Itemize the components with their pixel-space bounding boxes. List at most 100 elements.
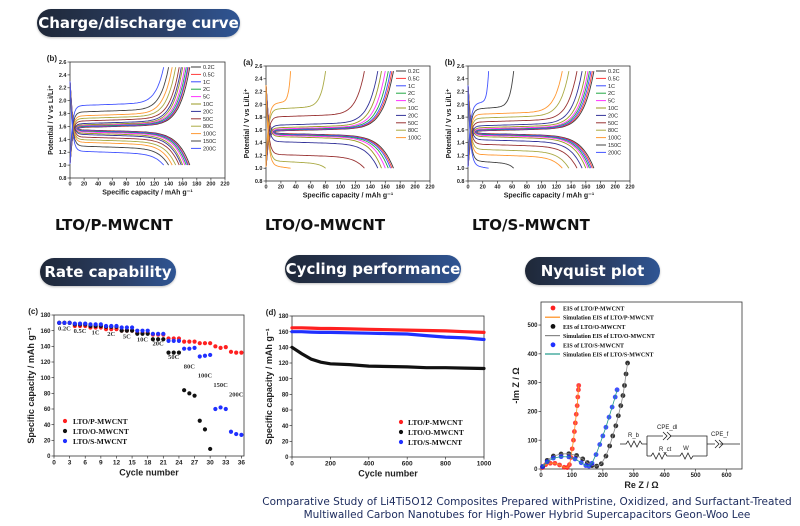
x-tick-label: 100	[537, 185, 546, 191]
y-tick-label: 2.6	[457, 64, 465, 70]
legend-label: 150C	[203, 139, 216, 145]
charge-curve-5C	[467, 71, 589, 167]
legend-label: 20C	[608, 113, 618, 119]
header-cycling-performance: Cycling performance	[285, 255, 461, 283]
circuit-label-R_b: R_b	[628, 433, 640, 439]
plot-frame	[467, 65, 631, 182]
x-axis-label: Cycle number	[358, 469, 418, 479]
discharge-curve-80C	[69, 81, 177, 166]
panel-label: (a)	[243, 58, 253, 67]
x-tick-label: 200	[325, 461, 336, 468]
rate-point-LTO/S-MWCNT	[218, 405, 223, 410]
circuit-wires-icon	[646, 435, 740, 456]
charge-curve-20C	[265, 71, 379, 167]
chart-0: 0 20 40 60 80 100 120 140 160 180 200 220 0.8 1.0 1.2 1…	[47, 54, 230, 197]
x-tick-label: 21	[160, 460, 168, 467]
x-tick-label: 12	[113, 460, 121, 467]
rate-point-LTO/P-MWCNT	[213, 344, 218, 349]
y-tick-label: 1.6	[255, 128, 263, 134]
charge-curve-5C	[265, 71, 386, 167]
y-tick-label: 40	[44, 423, 51, 429]
rate-point-LTO/S-MWCNT	[166, 338, 171, 343]
discharge-curve-50C	[69, 81, 180, 166]
y-tick-label: 200	[527, 410, 538, 416]
y-tick-label: 400	[527, 352, 538, 358]
x-tick-label: 20	[81, 182, 87, 188]
legend-label: 100C	[408, 136, 421, 142]
x-tick-label: 30	[207, 460, 215, 467]
rate-point-LTO/S-MWCNT	[171, 338, 176, 343]
legend-label: 20C	[408, 113, 418, 119]
y-tick-label: 160	[278, 330, 289, 336]
rate-point-LTO/S-MWCNT	[83, 321, 88, 326]
rate-point-LTO/S-MWCNT	[161, 331, 166, 336]
rate-point-LTO/S-MWCNT	[145, 328, 150, 333]
x-tick-label: 24	[175, 460, 183, 467]
legend-label: 0.5C	[608, 76, 620, 82]
x-axis-label: Specific capacity / mAh g⁻¹	[504, 193, 595, 200]
sample-label-o-mwcnt: LTO/O-MWCNT	[265, 216, 386, 234]
x-axis-label: Cycle number	[119, 468, 179, 478]
discharge-curve-200C	[69, 81, 165, 166]
sample-label-s-mwcnt: LTO/S-MWCNT	[472, 216, 590, 234]
header-nyquist-plot: Nyquist plot	[525, 257, 660, 285]
legend-marker-LTO/S-MWCNT	[62, 438, 68, 444]
discharge-curve-80C	[265, 85, 326, 169]
rate-point-LTO/S-MWCNT	[62, 320, 67, 325]
header-charge-discharge-curve: Charge/discharge curve	[37, 9, 240, 37]
rate-point-LTO/S-MWCNT	[98, 322, 103, 327]
rate-label: 100C	[198, 373, 213, 380]
legend-label: LTO/O-MWCNT	[73, 427, 129, 436]
rate-point-LTO/S-MWCNT	[213, 406, 218, 412]
fit-line-Simulation EIS of LTO/P-MWCNT	[542, 385, 580, 469]
x-tick-label: 18	[144, 460, 152, 467]
x-tick-label: 9	[99, 460, 103, 467]
fit-line-Simulation EIS of LTO/S-MWCNT	[542, 389, 618, 467]
rate-point-LTO/S-MWCNT	[234, 431, 239, 437]
y-tick-label: 2.0	[457, 102, 465, 108]
y-tick-label: 1.8	[255, 115, 263, 121]
circuit-label-R_ct: R_ct	[659, 447, 672, 453]
x-tick-label: 600	[402, 461, 413, 468]
cycling-line-LTO/P-MWCNT	[290, 326, 486, 334]
rate-label: 5C	[123, 334, 131, 341]
charge-curve-5C	[69, 67, 186, 164]
discharge-curve-20C	[265, 85, 379, 169]
rate-point-LTO/S-MWCNT	[57, 320, 62, 325]
discharge-curve-10C	[265, 85, 382, 169]
legend-marker-EIS of LTO/P-MWCNT	[550, 305, 556, 311]
legend-label: 10C	[203, 102, 213, 108]
charge-curve-200C	[467, 71, 490, 167]
x-tick-label: 0	[466, 185, 469, 191]
x-tick-label: 60	[509, 185, 515, 191]
x-tick-label: 40	[494, 185, 500, 191]
resistor-rct-warburg-icon	[647, 452, 707, 460]
legend-label: 5C	[408, 99, 415, 105]
rate-point-LTO/S-MWCNT	[239, 432, 244, 437]
x-tick-label: 160	[581, 185, 590, 191]
y-tick-label: 2.4	[59, 73, 68, 79]
legend-label: LTO/S-MWCNT	[408, 438, 462, 447]
plot-frame	[540, 301, 743, 470]
y-axis-label: Potential / V vs Li/Li⁺	[48, 85, 55, 155]
x-tick-label: 15	[128, 460, 136, 467]
discharge-curve-2C	[467, 85, 590, 169]
legend-label: 100C	[608, 136, 621, 142]
x-tick-label: 140	[164, 182, 173, 188]
legend-marker-LTO/P-MWCNT	[62, 418, 68, 424]
rate-point-LTO/P-MWCNT	[218, 345, 223, 350]
x-tick-label: 180	[396, 185, 405, 191]
x-tick-label: 36	[238, 460, 246, 467]
rate-point-LTO/P-MWCNT	[192, 339, 197, 344]
circuit-label-CPE_f: CPE_f	[711, 432, 729, 438]
y-tick-label: 160	[40, 329, 51, 335]
rate-point-LTO/S-MWCNT	[192, 345, 197, 350]
resistor-rb-icon	[620, 440, 647, 448]
discharge-curve-150C	[69, 81, 169, 166]
y-tick-label: 140	[40, 344, 51, 350]
y-tick-label: 80	[282, 392, 289, 398]
charge-curve-1C	[69, 67, 189, 164]
y-tick-label: 2.6	[59, 60, 67, 66]
discharge-curve-0.2C	[265, 85, 394, 169]
